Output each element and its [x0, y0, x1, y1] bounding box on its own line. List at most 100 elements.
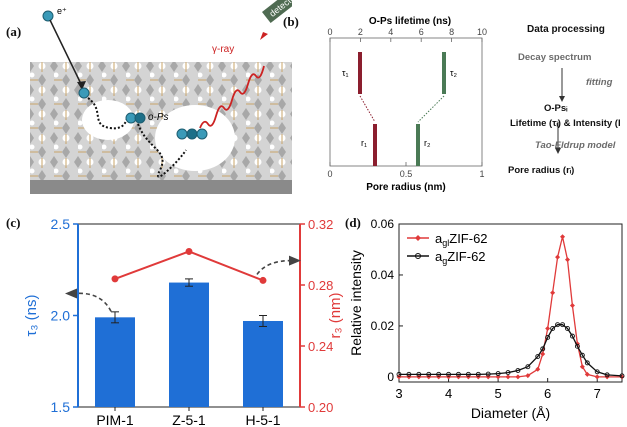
y-axis-title: Relative intensity: [348, 250, 364, 356]
series-point-0: [515, 374, 521, 380]
positron-particle: [42, 10, 54, 22]
legend-marker-1: [415, 253, 421, 259]
series-point-0: [550, 290, 556, 296]
detector-label: detector: [267, 0, 292, 19]
series-point-1: [505, 370, 511, 376]
series-point-1: [565, 326, 570, 331]
series-line-1: [399, 324, 623, 377]
series-point-0: [535, 366, 541, 372]
y-tick-label: 0: [387, 370, 394, 384]
series-point-1: [555, 322, 561, 328]
top-tick-label: 8: [449, 27, 454, 37]
ops-particle-b: [134, 112, 146, 124]
bar-pim-1: [95, 317, 135, 407]
series-point-1: [569, 333, 575, 339]
x-tick-label: Z-5-1: [172, 412, 206, 427]
top-tick-label: 0: [327, 27, 332, 37]
gamma-label: γ-ray: [212, 44, 234, 55]
top-tick-label: 4: [388, 27, 393, 37]
series-point-1: [550, 326, 556, 331]
y-tick-label: 0.04: [371, 268, 395, 282]
lifetime-intensity-step: Lifetime (τᵢ) & Intensity (I: [510, 118, 621, 129]
bottom-axis-title: Pore radius (nm): [366, 182, 445, 193]
schematic-frame: [329, 37, 483, 167]
tau1-marker: [358, 52, 362, 94]
data-processing-title: Data processing: [527, 24, 605, 35]
right-tick-label: 0.20: [308, 400, 333, 415]
series-point-1: [540, 346, 546, 352]
panel-label-b: (b): [283, 14, 299, 29]
bottom-axis-ticks: 0 0.5 1: [327, 162, 485, 179]
ops-step: O-Psᵢ: [544, 103, 568, 114]
series-point-1: [604, 372, 610, 378]
tau3-r3-chart: 1.5 2.0 2.5 0.20 0.24 0.28 0.32 τ₃ (ns) r₃ (nm) P…: [23, 216, 344, 427]
series-point-0: [584, 371, 590, 377]
series-point-1: [475, 371, 481, 377]
substrate: [30, 180, 292, 194]
tau1-label: τ₁: [342, 68, 349, 78]
tao-eldrup-step: Tao-Eldrup model: [535, 140, 616, 151]
left-tick-label: 2.0: [51, 308, 71, 324]
series-point-0: [560, 234, 566, 240]
positron-label: e⁺: [57, 6, 67, 16]
x-tick-label: PIM-1: [96, 412, 134, 427]
series-point-1: [619, 373, 625, 379]
series-point-1: [396, 371, 402, 377]
left-indicator-head: [65, 288, 77, 299]
annihilation-particle-3: [196, 128, 208, 140]
series-point-1: [594, 369, 600, 375]
annihilation-particle-2: [186, 128, 198, 140]
decay-spectrum-step: Decay spectrum: [518, 52, 592, 63]
r3-point: [259, 276, 267, 284]
tau2-marker: [442, 52, 446, 94]
x-tick-label: 3: [395, 386, 402, 401]
r2-label: r₂: [424, 138, 431, 148]
right-tick-label: 0.24: [308, 339, 333, 354]
series-point-1: [456, 371, 461, 377]
r1-label: r₁: [361, 138, 367, 148]
left-tick-label: 1.5: [51, 399, 71, 415]
pore-size-distribution-chart: 3 4 5 6 7 0 0.02 0.04 0.06 Diameter (Å) Relative i…: [348, 217, 625, 421]
series-point-0: [505, 374, 511, 380]
x-tick-label: 7: [594, 386, 601, 401]
series-point-0: [564, 257, 570, 263]
series-point-1: [446, 371, 452, 377]
series-point-1: [426, 371, 432, 377]
left-tick-label: 2.5: [51, 216, 71, 232]
tau2-label: τ₂: [450, 68, 458, 78]
r3-point: [185, 247, 193, 255]
left-axis-title: τ₃ (ns): [23, 294, 40, 336]
x-tick-label: 4: [445, 386, 452, 401]
top-tick-label: 10: [477, 27, 487, 37]
right-tick-label: 0.32: [308, 217, 333, 232]
series-point-1: [485, 371, 491, 377]
lifetime-radius-schematic: O-Ps lifetime (ns) 0 2 4 6 8 10 0 0.5 1 Pore ra…: [327, 16, 565, 193]
panel-label-a: (a): [6, 24, 22, 39]
right-indicator-arrow: [256, 259, 292, 275]
series-point-0: [545, 325, 551, 331]
panel-label-d: (d): [345, 215, 361, 230]
series-point-1: [584, 360, 590, 366]
bottom-tick-label: 0.5: [400, 169, 413, 179]
legend-label-1: agZIF-62: [435, 249, 486, 266]
r2-marker: [416, 124, 420, 166]
legend-label-0: aglZIF-62: [435, 231, 488, 248]
series-point-1: [535, 354, 541, 359]
right-axis-title: r₃ (nm): [327, 292, 344, 338]
detector-box: [262, 0, 292, 24]
top-tick-label: 6: [419, 27, 424, 37]
series-point-0: [540, 351, 546, 357]
bottom-tick-label: 0: [327, 169, 332, 179]
x-tick-label: H-5-1: [245, 412, 280, 427]
ops-label: o-Ps: [148, 112, 169, 123]
series-point-0: [569, 303, 575, 309]
y-tick-label: 0.02: [371, 319, 395, 333]
panel-label-c: (c): [6, 215, 21, 230]
thermalized-positron: [78, 87, 90, 99]
plot-frame: [398, 223, 623, 383]
top-tick-label: 2: [358, 27, 363, 37]
r3-line: [114, 250, 264, 282]
r1-marker: [373, 124, 377, 166]
y-tick-label: 0.06: [371, 217, 395, 231]
r3-point: [111, 275, 119, 283]
